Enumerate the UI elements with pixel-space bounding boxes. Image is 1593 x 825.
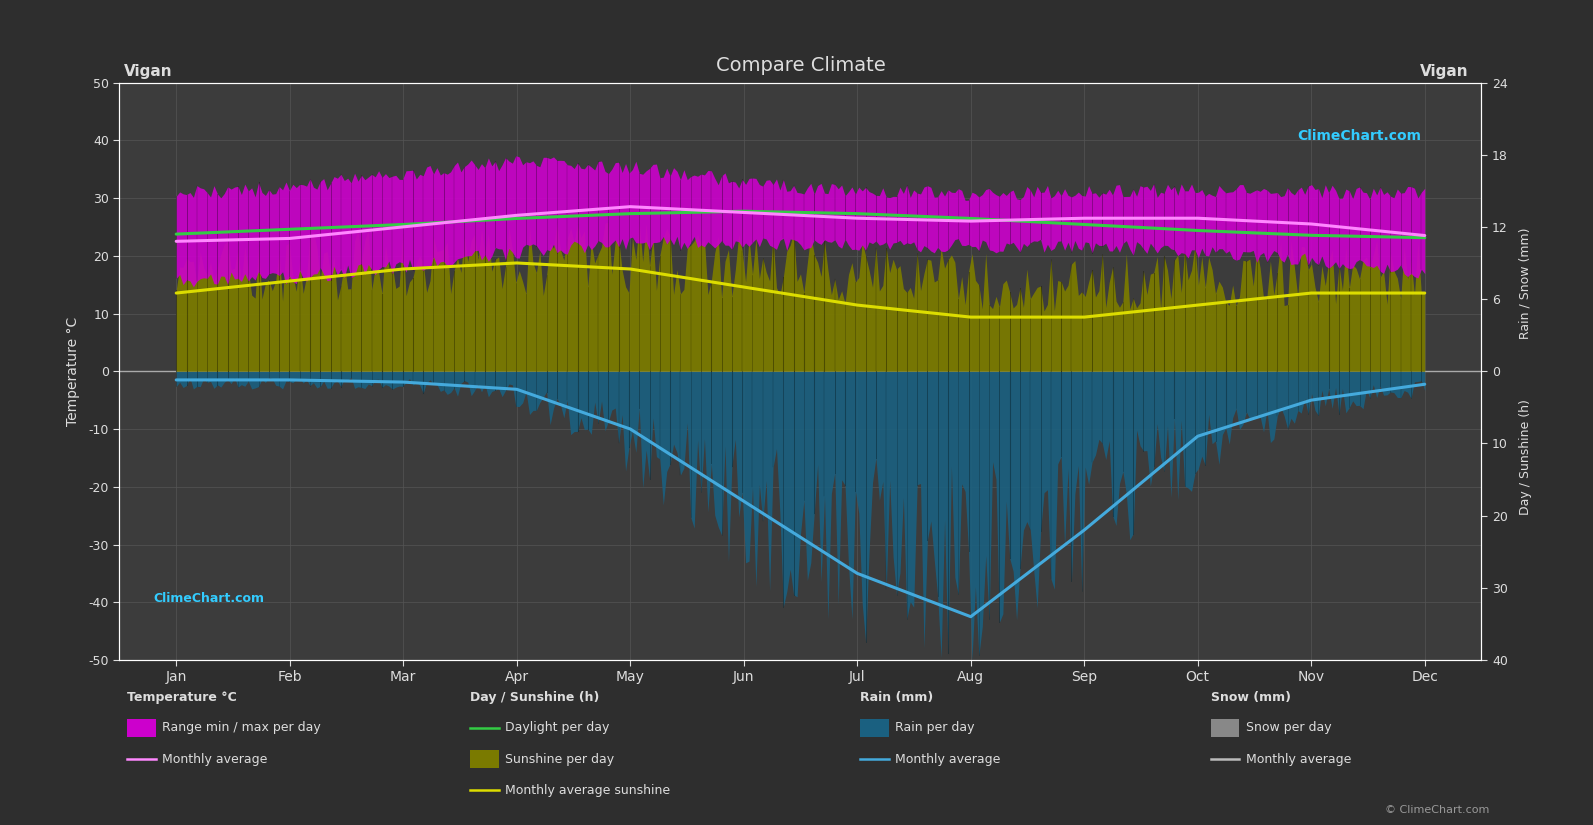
Y-axis label: Temperature °C: Temperature °C xyxy=(67,317,80,426)
Title: Compare Climate: Compare Climate xyxy=(715,56,886,75)
Text: © ClimeChart.com: © ClimeChart.com xyxy=(1384,804,1489,814)
Text: Monthly average: Monthly average xyxy=(162,752,268,766)
Text: Rain per day: Rain per day xyxy=(895,721,975,734)
Text: Rain (mm): Rain (mm) xyxy=(860,691,933,704)
Text: Day / Sunshine (h): Day / Sunshine (h) xyxy=(470,691,599,704)
Text: Temperature °C: Temperature °C xyxy=(127,691,237,704)
Text: Monthly average sunshine: Monthly average sunshine xyxy=(505,784,671,797)
Text: ClimeChart.com: ClimeChart.com xyxy=(1298,129,1421,143)
Text: Vigan: Vigan xyxy=(124,64,174,79)
Text: Daylight per day: Daylight per day xyxy=(505,721,610,734)
Text: Monthly average: Monthly average xyxy=(1246,752,1351,766)
Text: Vigan: Vigan xyxy=(1419,64,1469,79)
Text: ClimeChart.com: ClimeChart.com xyxy=(153,592,264,606)
Text: Monthly average: Monthly average xyxy=(895,752,1000,766)
Text: Snow (mm): Snow (mm) xyxy=(1211,691,1290,704)
Text: Range min / max per day: Range min / max per day xyxy=(162,721,322,734)
Text: Snow per day: Snow per day xyxy=(1246,721,1332,734)
Y-axis label: Day / Sunshine (h)               Rain / Snow (mm): Day / Sunshine (h) Rain / Snow (mm) xyxy=(1518,228,1532,515)
Text: Sunshine per day: Sunshine per day xyxy=(505,752,615,766)
